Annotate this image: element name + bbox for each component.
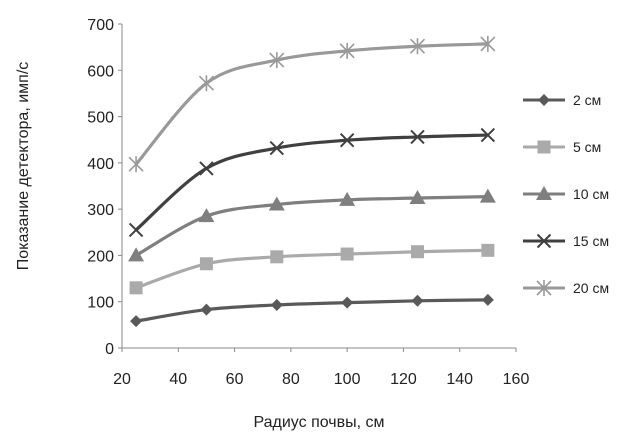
legend-marker xyxy=(536,233,552,249)
data-point xyxy=(128,247,145,262)
series-lines xyxy=(128,35,496,328)
data-point xyxy=(130,315,143,328)
series-line xyxy=(135,195,488,257)
data-point xyxy=(269,52,285,69)
y-tick-label: 300 xyxy=(87,202,114,219)
data-point xyxy=(268,196,285,211)
y-axis-label: Показание детектора, имп/с xyxy=(15,62,32,271)
data-point xyxy=(410,129,425,145)
data-point xyxy=(409,190,426,205)
legend-marker xyxy=(536,186,552,200)
legend-marker xyxy=(536,280,552,296)
data-point xyxy=(480,127,496,143)
data-point xyxy=(200,303,213,316)
x-tick-label: 140 xyxy=(446,371,473,388)
data-point xyxy=(269,140,284,156)
legend-item: 5 см xyxy=(523,139,601,155)
series-1 xyxy=(130,293,494,328)
data-point xyxy=(339,42,355,59)
data-point xyxy=(339,191,356,206)
legend-label: 10 см xyxy=(573,186,609,202)
series-3 xyxy=(128,188,496,262)
series-2 xyxy=(129,243,495,295)
data-point xyxy=(129,281,143,295)
series-4 xyxy=(128,127,496,238)
legend-marker xyxy=(537,140,551,154)
y-tick-label: 400 xyxy=(87,156,114,173)
data-point xyxy=(481,243,495,257)
legend-marker xyxy=(538,94,550,106)
data-point xyxy=(340,247,354,261)
axes xyxy=(121,24,516,349)
data-point xyxy=(198,208,215,223)
legend-item: 2 см xyxy=(523,92,601,108)
x-tick-label: 20 xyxy=(113,371,131,388)
series-5 xyxy=(128,35,496,173)
data-point xyxy=(480,35,496,52)
x-axis-label: Радиус почвы, см xyxy=(253,414,384,431)
legend: 2 см 5 см 10 см 15 см 20 см xyxy=(523,92,609,296)
x-tick-label: 40 xyxy=(169,371,187,388)
data-point xyxy=(479,188,496,203)
y-tick-label: 600 xyxy=(87,63,114,80)
x-tick-label: 80 xyxy=(282,371,300,388)
y-tick-label: 100 xyxy=(87,295,114,312)
legend-item: 20 см xyxy=(523,280,609,296)
y-tick-label: 700 xyxy=(87,17,114,34)
series-line xyxy=(135,298,488,323)
series-line xyxy=(135,248,488,290)
legend-item: 15 см xyxy=(523,233,609,249)
legend-label: 2 см xyxy=(573,92,601,108)
x-tick-label: 60 xyxy=(226,371,244,388)
series-line xyxy=(134,42,488,166)
data-point xyxy=(481,293,494,306)
data-point xyxy=(270,250,284,264)
data-point xyxy=(411,294,424,307)
tick-labels: 0 100 200 300 400 500 600 700 20 40 60 80 100 120 140 1… xyxy=(87,17,529,388)
data-point xyxy=(339,132,355,148)
data-point xyxy=(341,296,354,309)
x-tick-label: 160 xyxy=(503,371,530,388)
legend-item: 10 см xyxy=(523,186,609,202)
series-line xyxy=(135,133,488,232)
legend-label: 15 см xyxy=(573,233,609,249)
x-tick-label: 100 xyxy=(334,371,361,388)
y-tick-label: 500 xyxy=(87,110,114,127)
data-point xyxy=(270,298,283,311)
legend-label: 20 см xyxy=(573,280,609,296)
data-point xyxy=(199,161,214,176)
legend-label: 5 см xyxy=(573,139,601,155)
data-point xyxy=(411,245,424,259)
x-tick-label: 120 xyxy=(390,371,417,388)
y-tick-label: 200 xyxy=(87,248,114,265)
data-point xyxy=(128,156,144,173)
data-point xyxy=(199,257,213,271)
data-point xyxy=(128,222,144,238)
data-point xyxy=(198,75,214,92)
y-tick-label: 0 xyxy=(105,341,114,358)
data-point xyxy=(409,38,426,55)
